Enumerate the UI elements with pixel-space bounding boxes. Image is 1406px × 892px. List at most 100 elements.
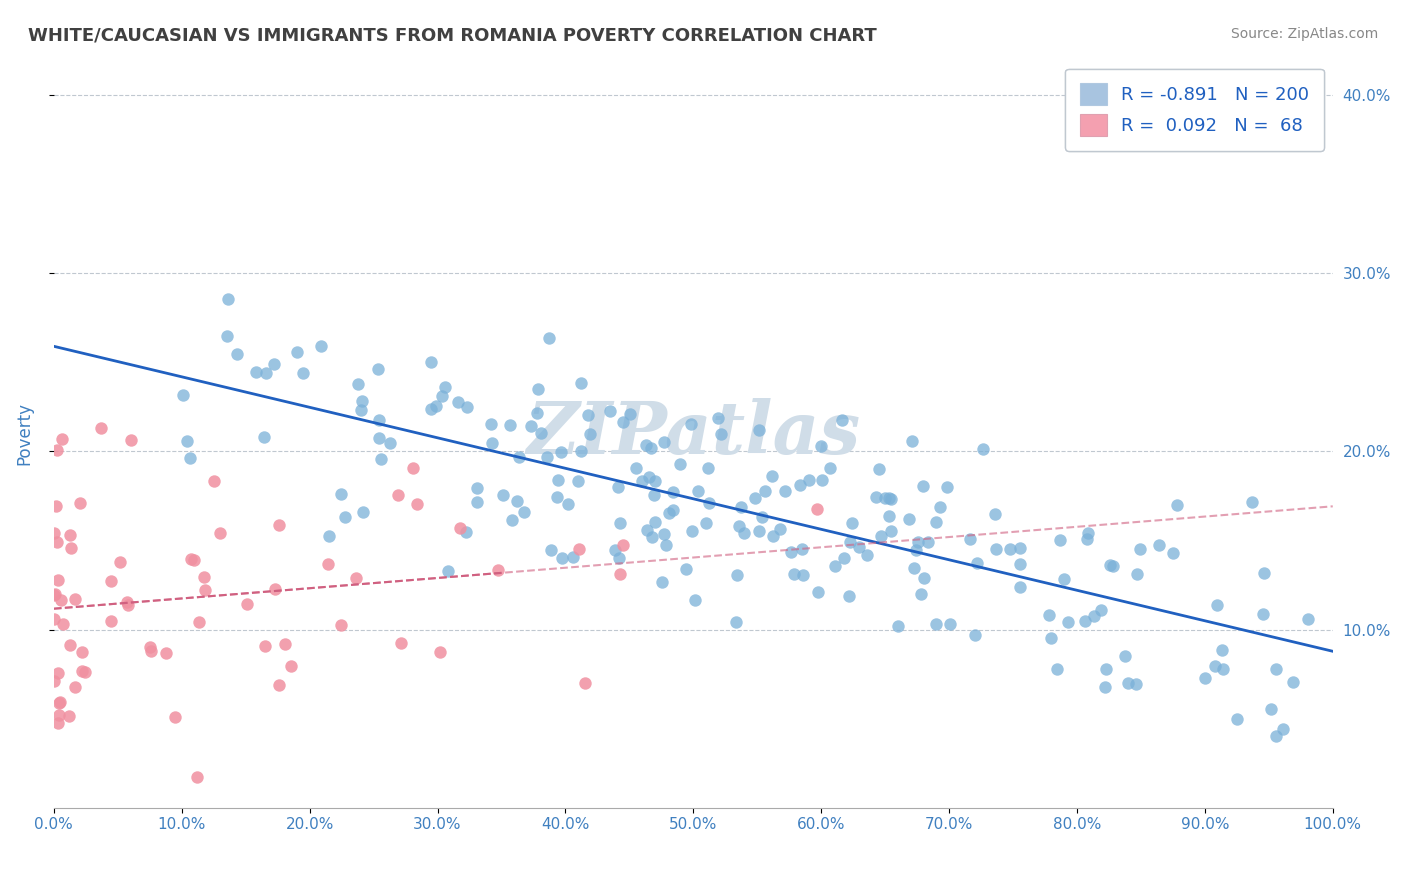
Point	[748, 423, 770, 437]
Point	[903, 561, 925, 575]
Point	[917, 535, 939, 549]
Point	[202, 475, 225, 489]
Point	[49, 592, 72, 607]
Point	[269, 678, 291, 692]
Point	[344, 572, 367, 586]
Point	[449, 521, 471, 535]
Point	[1206, 598, 1229, 612]
Point	[848, 540, 870, 554]
Point	[59, 528, 82, 542]
Point	[904, 543, 927, 558]
Point	[935, 480, 957, 494]
Point	[640, 441, 662, 455]
Point	[70, 664, 93, 678]
Point	[609, 516, 631, 531]
Point	[1094, 680, 1116, 694]
Point	[70, 645, 93, 659]
Point	[51, 433, 73, 447]
Point	[966, 557, 988, 571]
Point	[1211, 643, 1233, 657]
Point	[938, 616, 960, 631]
Point	[280, 659, 302, 673]
Point	[1212, 661, 1234, 675]
Point	[367, 413, 389, 427]
Point	[779, 545, 801, 559]
Point	[984, 542, 1007, 557]
Point	[139, 640, 162, 655]
Point	[910, 586, 932, 600]
Point	[1240, 495, 1263, 509]
Point	[1125, 677, 1147, 691]
Point	[526, 406, 548, 420]
Point	[63, 680, 86, 694]
Point	[1272, 723, 1295, 737]
Point	[456, 400, 478, 414]
Point	[574, 676, 596, 690]
Point	[1161, 546, 1184, 560]
Point	[546, 490, 568, 504]
Point	[606, 480, 628, 494]
Point	[465, 481, 488, 495]
Point	[501, 513, 523, 527]
Text: ZIPatlas: ZIPatlas	[526, 398, 860, 469]
Point	[839, 535, 862, 549]
Point	[810, 439, 832, 453]
Point	[652, 527, 675, 541]
Point	[644, 515, 666, 529]
Point	[1095, 662, 1118, 676]
Point	[120, 434, 142, 448]
Point	[877, 491, 900, 506]
Point	[898, 512, 921, 526]
Point	[252, 430, 274, 444]
Point	[609, 567, 631, 582]
Point	[263, 357, 285, 371]
Point	[226, 347, 249, 361]
Point	[311, 338, 333, 352]
Point	[46, 666, 69, 681]
Point	[155, 647, 177, 661]
Point	[1090, 603, 1112, 617]
Point	[959, 533, 981, 547]
Point	[370, 452, 392, 467]
Point	[486, 563, 509, 577]
Point	[430, 389, 453, 403]
Point	[576, 408, 599, 422]
Point	[454, 525, 477, 540]
Point	[841, 516, 863, 530]
Point	[754, 484, 776, 499]
Point	[912, 571, 935, 585]
Point	[481, 435, 503, 450]
Point	[378, 436, 401, 450]
Point	[350, 403, 373, 417]
Point	[172, 388, 194, 402]
Point	[1129, 541, 1152, 556]
Point	[1038, 607, 1060, 622]
Point	[911, 479, 934, 493]
Point	[48, 716, 70, 731]
Point	[425, 399, 447, 413]
Point	[420, 402, 443, 417]
Point	[100, 614, 122, 628]
Point	[420, 355, 443, 369]
Point	[217, 292, 239, 306]
Point	[1265, 663, 1288, 677]
Point	[624, 461, 647, 475]
Point	[48, 707, 70, 722]
Point	[612, 538, 634, 552]
Point	[879, 524, 901, 539]
Point	[406, 497, 429, 511]
Point	[330, 618, 353, 632]
Point	[537, 331, 560, 345]
Point	[333, 509, 356, 524]
Point	[387, 488, 409, 502]
Point	[52, 616, 75, 631]
Point	[744, 491, 766, 505]
Point	[1057, 615, 1080, 630]
Point	[253, 639, 276, 653]
Point	[818, 461, 841, 475]
Point	[568, 541, 591, 556]
Point	[557, 497, 579, 511]
Legend: R = -0.891   N = 200, R =  0.092   N =  68: R = -0.891 N = 200, R = 0.092 N = 68	[1066, 69, 1324, 151]
Point	[179, 451, 201, 466]
Point	[274, 637, 297, 651]
